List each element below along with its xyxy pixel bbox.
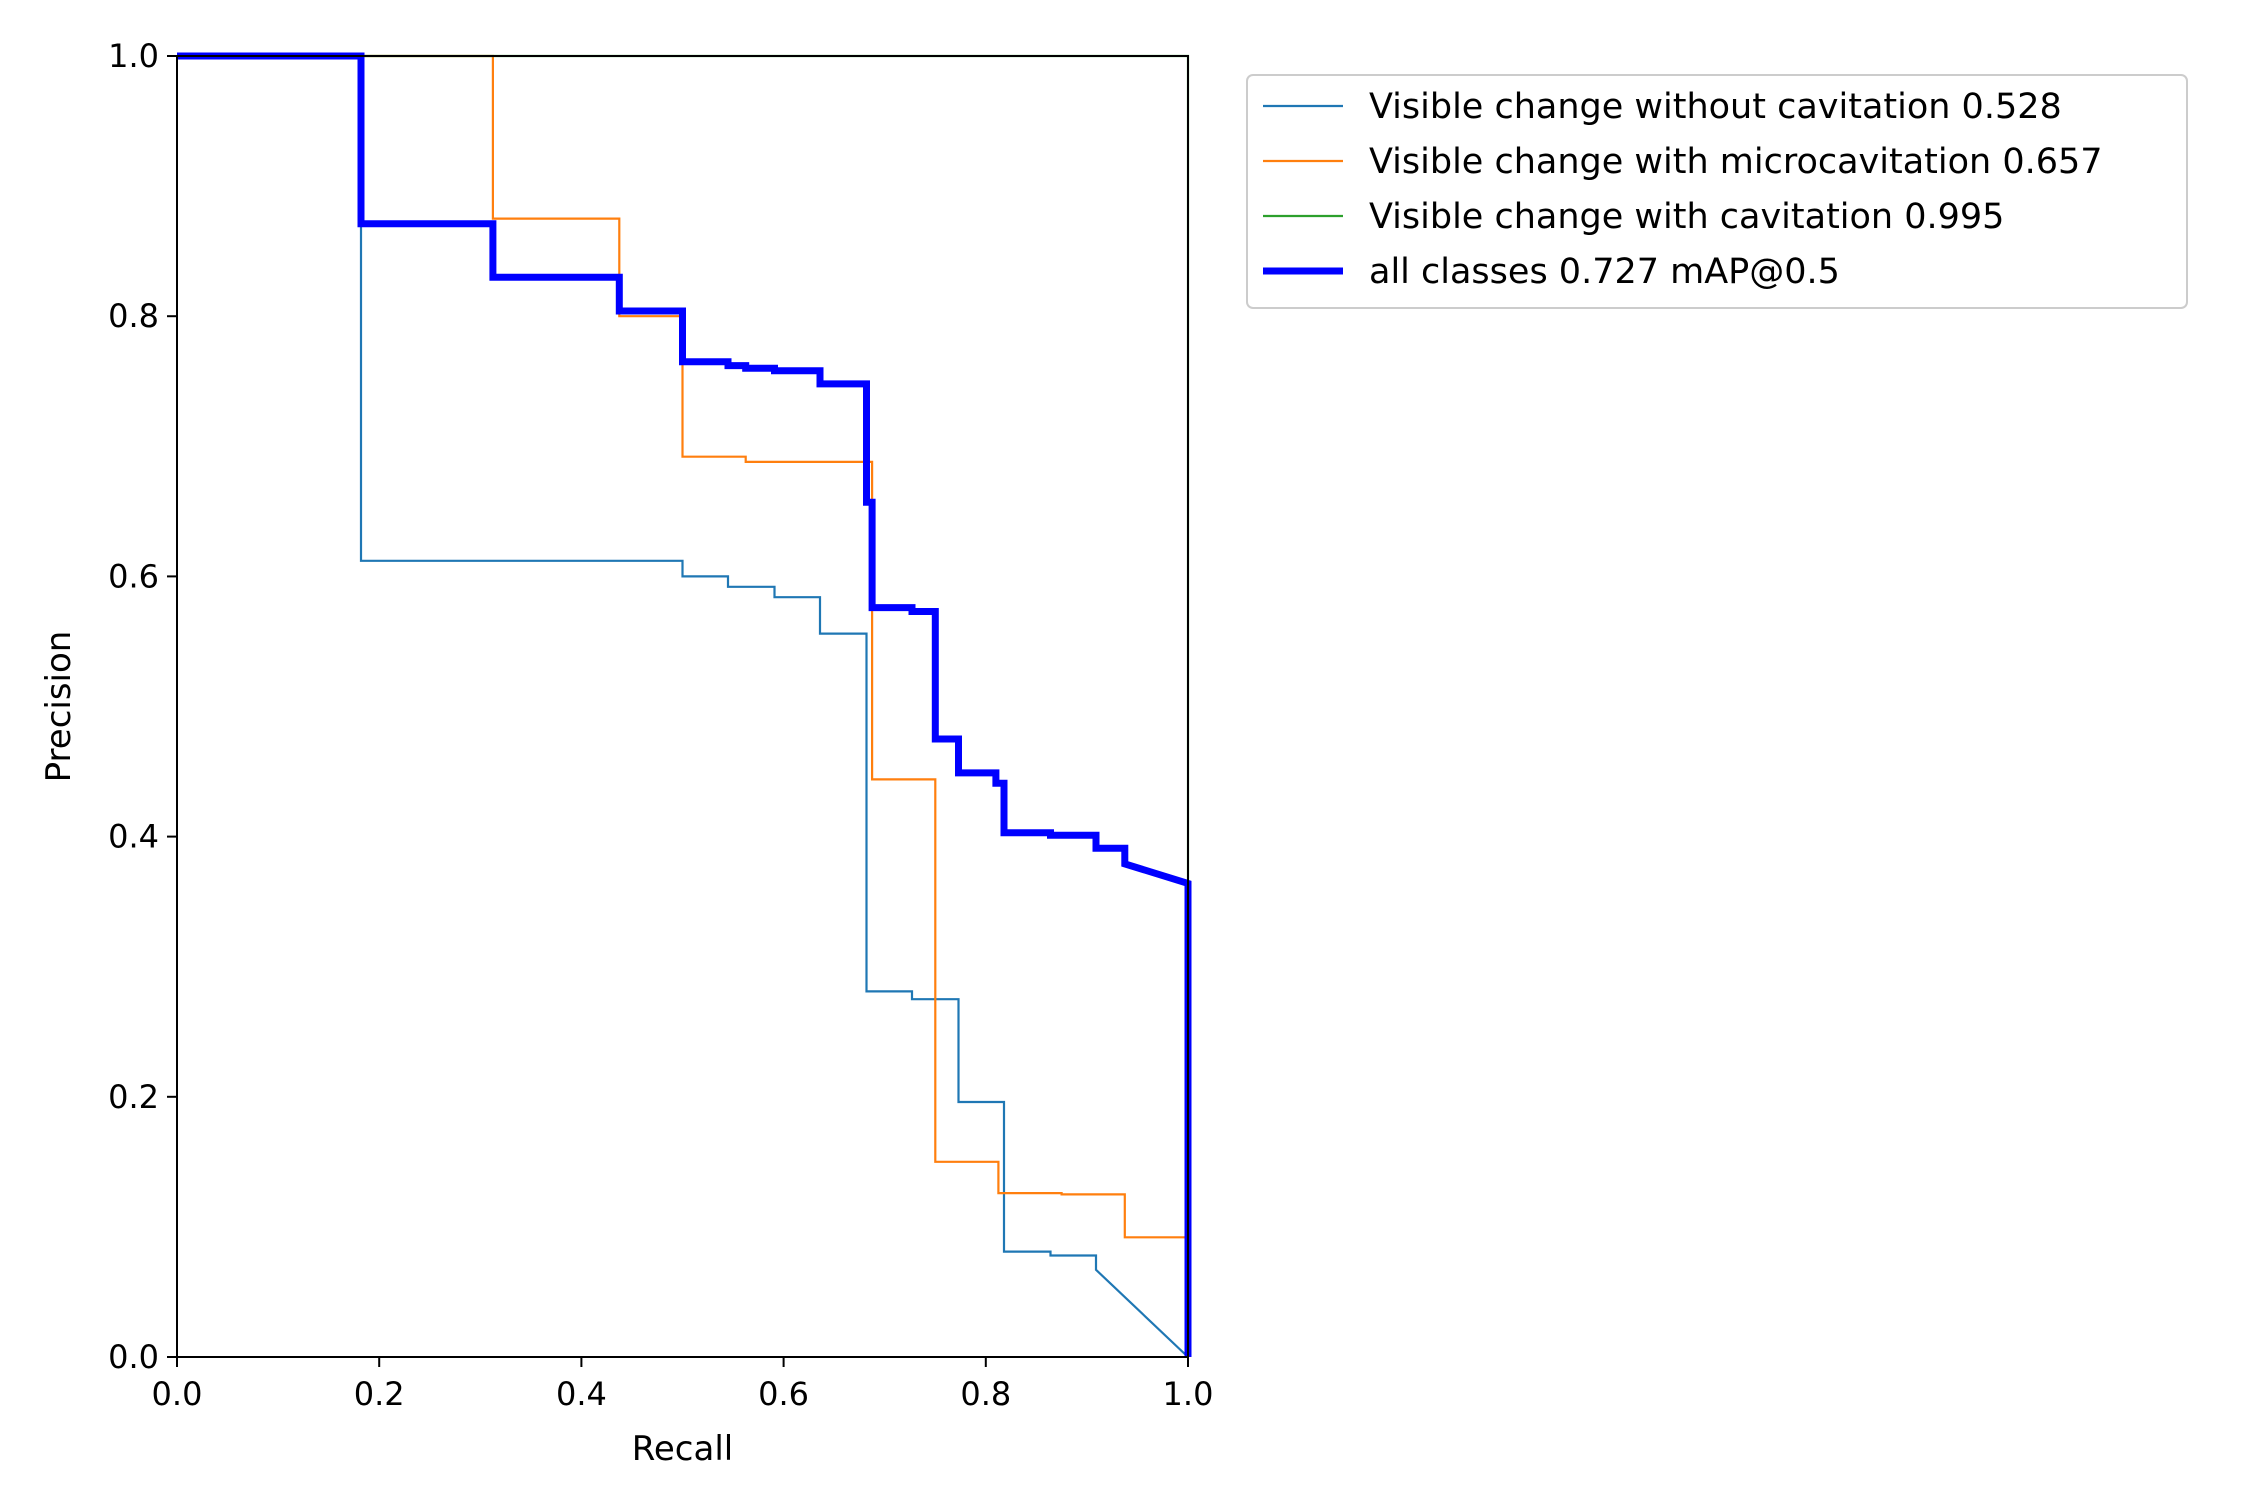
y-tick-label: 0.4 bbox=[108, 818, 159, 856]
legend-frame bbox=[1246, 74, 2188, 309]
x-tick-label: 0.0 bbox=[152, 1375, 203, 1413]
y-tick-label: 1.0 bbox=[108, 37, 159, 75]
x-tick-label: 0.8 bbox=[960, 1375, 1011, 1413]
legend-entry: Visible change with microcavitation 0.65… bbox=[1369, 142, 2103, 182]
y-tick-label: 0.0 bbox=[108, 1338, 159, 1376]
series-line-4 bbox=[177, 52, 1192, 1357]
legend-entry: Visible change with cavitation 0.995 bbox=[1369, 197, 2004, 237]
x-tick-label: 0.6 bbox=[758, 1375, 809, 1413]
y-axis-label: Precision bbox=[39, 631, 79, 783]
series-line-2 bbox=[177, 54, 1190, 1357]
y-tick-label: 0.8 bbox=[108, 297, 159, 335]
y-tick-label: 0.2 bbox=[108, 1078, 159, 1116]
ticks-layer: 0.0 0.2 0.4 0.6 0.8 1.0 0.0 0.2 0.4 0.6 0.8 1.0 bbox=[108, 37, 1213, 1413]
legend: Visible change without cavitation 0.528 V… bbox=[1246, 74, 2188, 309]
y-tick-label: 0.6 bbox=[108, 557, 159, 595]
x-axis-label: Recall bbox=[632, 1429, 733, 1469]
legend-entry: Visible change without cavitation 0.528 bbox=[1369, 87, 2062, 127]
plot-frame bbox=[176, 55, 1189, 1358]
legend-entry: all classes 0.727 mAP@0.5 bbox=[1369, 252, 1840, 292]
x-tick-label: 0.4 bbox=[556, 1375, 607, 1413]
series-line-1 bbox=[177, 54, 1189, 1358]
x-tick-label: 1.0 bbox=[1163, 1375, 1214, 1413]
x-tick-label: 0.2 bbox=[354, 1375, 405, 1413]
